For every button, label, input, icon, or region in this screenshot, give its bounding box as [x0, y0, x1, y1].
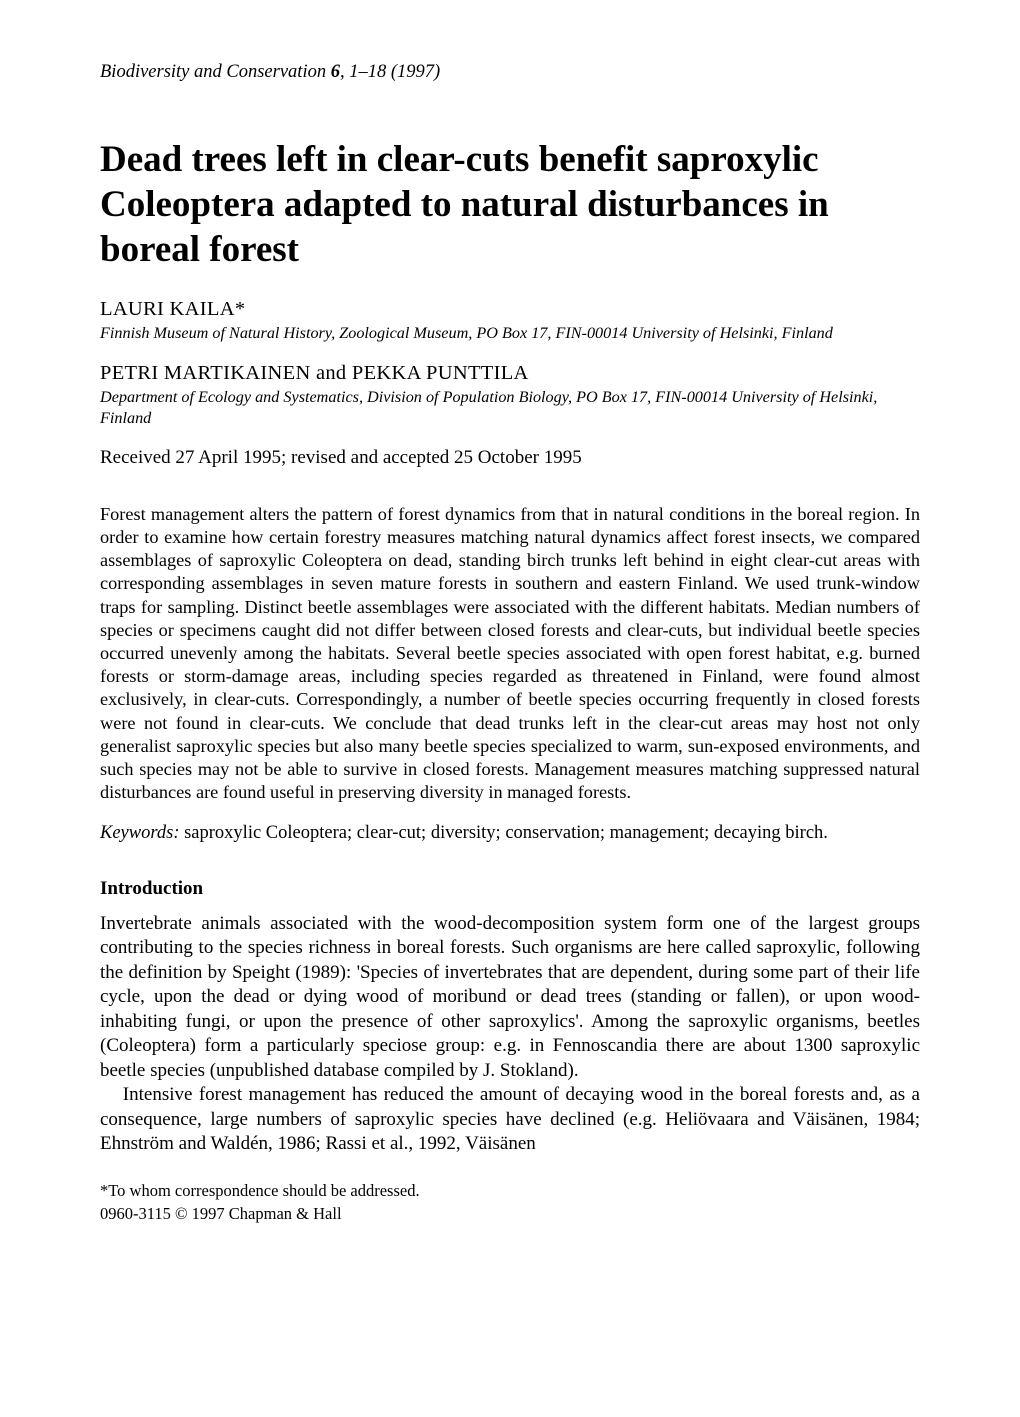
- article-title: Dead trees left in clear-cuts benefit sa…: [100, 137, 920, 272]
- keywords-line: Keywords: saproxylic Coleoptera; clear-c…: [100, 823, 920, 844]
- keywords-label: Keywords:: [100, 823, 179, 843]
- volume-range: , 1–18 (1997): [340, 62, 440, 82]
- section-heading-introduction: Introduction: [100, 878, 920, 900]
- author-name-1: LAURI KAILA*: [100, 298, 920, 321]
- intro-paragraph-2: Intensive forest management has reduced …: [100, 1083, 920, 1157]
- author-block-2: PETRI MARTIKAINEN and PEKKA PUNTTILA Dep…: [100, 362, 920, 428]
- correspondence-footnote: *To whom correspondence should be addres…: [100, 1179, 920, 1202]
- received-dates: Received 27 April 1995; revised and acce…: [100, 447, 920, 469]
- author-name-2: PETRI MARTIKAINEN and PEKKA PUNTTILA: [100, 362, 920, 385]
- running-head: Biodiversity and Conservation 6, 1–18 (1…: [100, 62, 920, 83]
- author-block-1: LAURI KAILA* Finnish Museum of Natural H…: [100, 298, 920, 344]
- copyright-footnote: 0960-3115 © 1997 Chapman & Hall: [100, 1202, 920, 1225]
- footnote-block: *To whom correspondence should be addres…: [100, 1179, 920, 1225]
- keywords-text: saproxylic Coleoptera; clear-cut; divers…: [179, 823, 827, 843]
- intro-paragraph-1: Invertebrate animals associated with the…: [100, 912, 920, 1084]
- volume-bold: 6: [331, 62, 340, 82]
- abstract-text: Forest management alters the pattern of …: [100, 503, 920, 805]
- author-affiliation-1: Finnish Museum of Natural History, Zoolo…: [100, 323, 920, 344]
- page-container: Biodiversity and Conservation 6, 1–18 (1…: [0, 0, 1020, 1417]
- journal-name: Biodiversity and Conservation: [100, 62, 326, 82]
- author-affiliation-2: Department of Ecology and Systematics, D…: [100, 387, 920, 428]
